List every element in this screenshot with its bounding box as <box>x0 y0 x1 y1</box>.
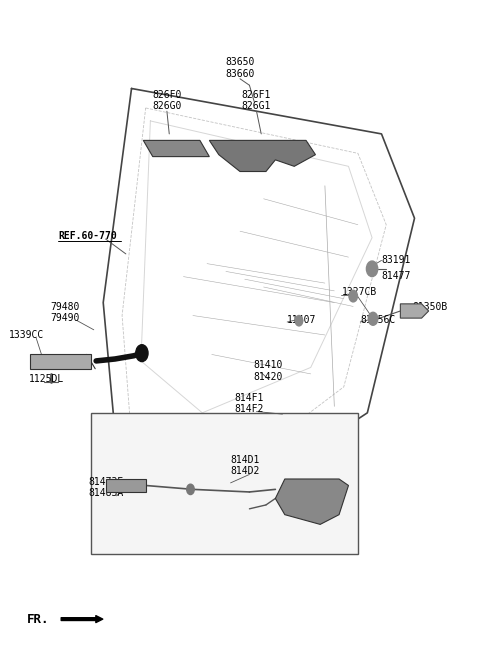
Circle shape <box>368 312 378 325</box>
Text: 81477: 81477 <box>382 271 411 281</box>
FancyBboxPatch shape <box>91 413 358 555</box>
Circle shape <box>349 290 358 302</box>
Polygon shape <box>400 304 429 318</box>
Text: 11407: 11407 <box>287 315 316 325</box>
Text: 83191: 83191 <box>382 255 411 265</box>
Text: 81410
81420: 81410 81420 <box>253 360 283 382</box>
Text: 1125DL: 1125DL <box>29 374 64 384</box>
Text: FR.: FR. <box>27 612 49 625</box>
Text: 81473E
81483A: 81473E 81483A <box>88 477 123 499</box>
Polygon shape <box>144 141 209 156</box>
Polygon shape <box>30 354 91 369</box>
Text: REF.60-770: REF.60-770 <box>59 231 117 241</box>
Polygon shape <box>209 141 315 171</box>
Circle shape <box>366 261 378 277</box>
Text: 1327CB: 1327CB <box>341 287 377 298</box>
Circle shape <box>295 315 303 326</box>
Circle shape <box>136 345 148 361</box>
Text: 1339CC: 1339CC <box>9 330 44 340</box>
Text: 81456C: 81456C <box>360 315 396 325</box>
Circle shape <box>187 484 194 495</box>
Polygon shape <box>106 479 145 492</box>
Text: 826F1
826G1: 826F1 826G1 <box>242 89 271 111</box>
Text: 79480
79490: 79480 79490 <box>51 302 80 323</box>
Polygon shape <box>276 479 348 524</box>
Text: 814D1
814D2: 814D1 814D2 <box>230 455 259 476</box>
Text: 814F1
814F2: 814F1 814F2 <box>235 392 264 414</box>
Text: 826F0
826G0: 826F0 826G0 <box>152 89 181 111</box>
Text: 83650
83660: 83650 83660 <box>225 57 255 79</box>
Text: 81350B: 81350B <box>412 302 447 312</box>
